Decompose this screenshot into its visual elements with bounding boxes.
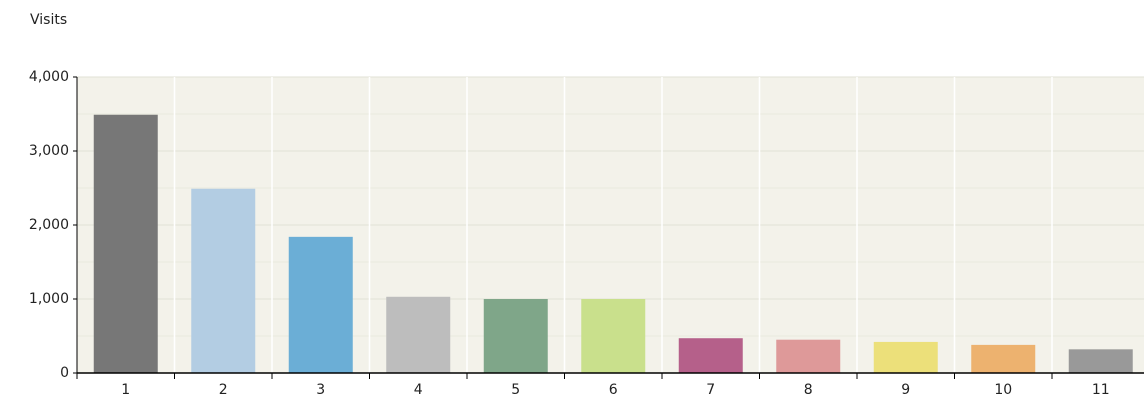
bar: [288, 236, 353, 373]
bar: [678, 338, 743, 373]
bar: [483, 299, 548, 373]
x-tick-label: 1: [121, 382, 130, 398]
x-tick-label: 6: [609, 382, 618, 398]
bar: [776, 339, 841, 373]
x-tick-label: 7: [706, 382, 715, 398]
x-tick-label: 10: [994, 382, 1012, 398]
x-tick-label: 3: [316, 382, 325, 398]
x-tick-label: 8: [804, 382, 813, 398]
x-tick-label: 2: [219, 382, 228, 398]
x-tick-label: 11: [1092, 382, 1110, 398]
bar: [191, 188, 256, 373]
bar: [1068, 349, 1133, 373]
y-tick-label: 1,000: [29, 291, 69, 307]
y-axis-title: Visits: [30, 12, 67, 28]
y-tick-label: 2,000: [29, 217, 69, 233]
x-tick-label: 9: [901, 382, 910, 398]
bar: [873, 341, 938, 373]
y-tick-label: 0: [60, 365, 69, 381]
x-tick-label: 4: [414, 382, 423, 398]
y-tick-label: 3,000: [29, 143, 69, 159]
bar: [971, 344, 1036, 373]
x-tick-label: 5: [511, 382, 520, 398]
bar: [581, 299, 646, 373]
bar: [93, 114, 158, 374]
y-tick-label: 4,000: [29, 69, 69, 85]
bar: [386, 296, 451, 373]
